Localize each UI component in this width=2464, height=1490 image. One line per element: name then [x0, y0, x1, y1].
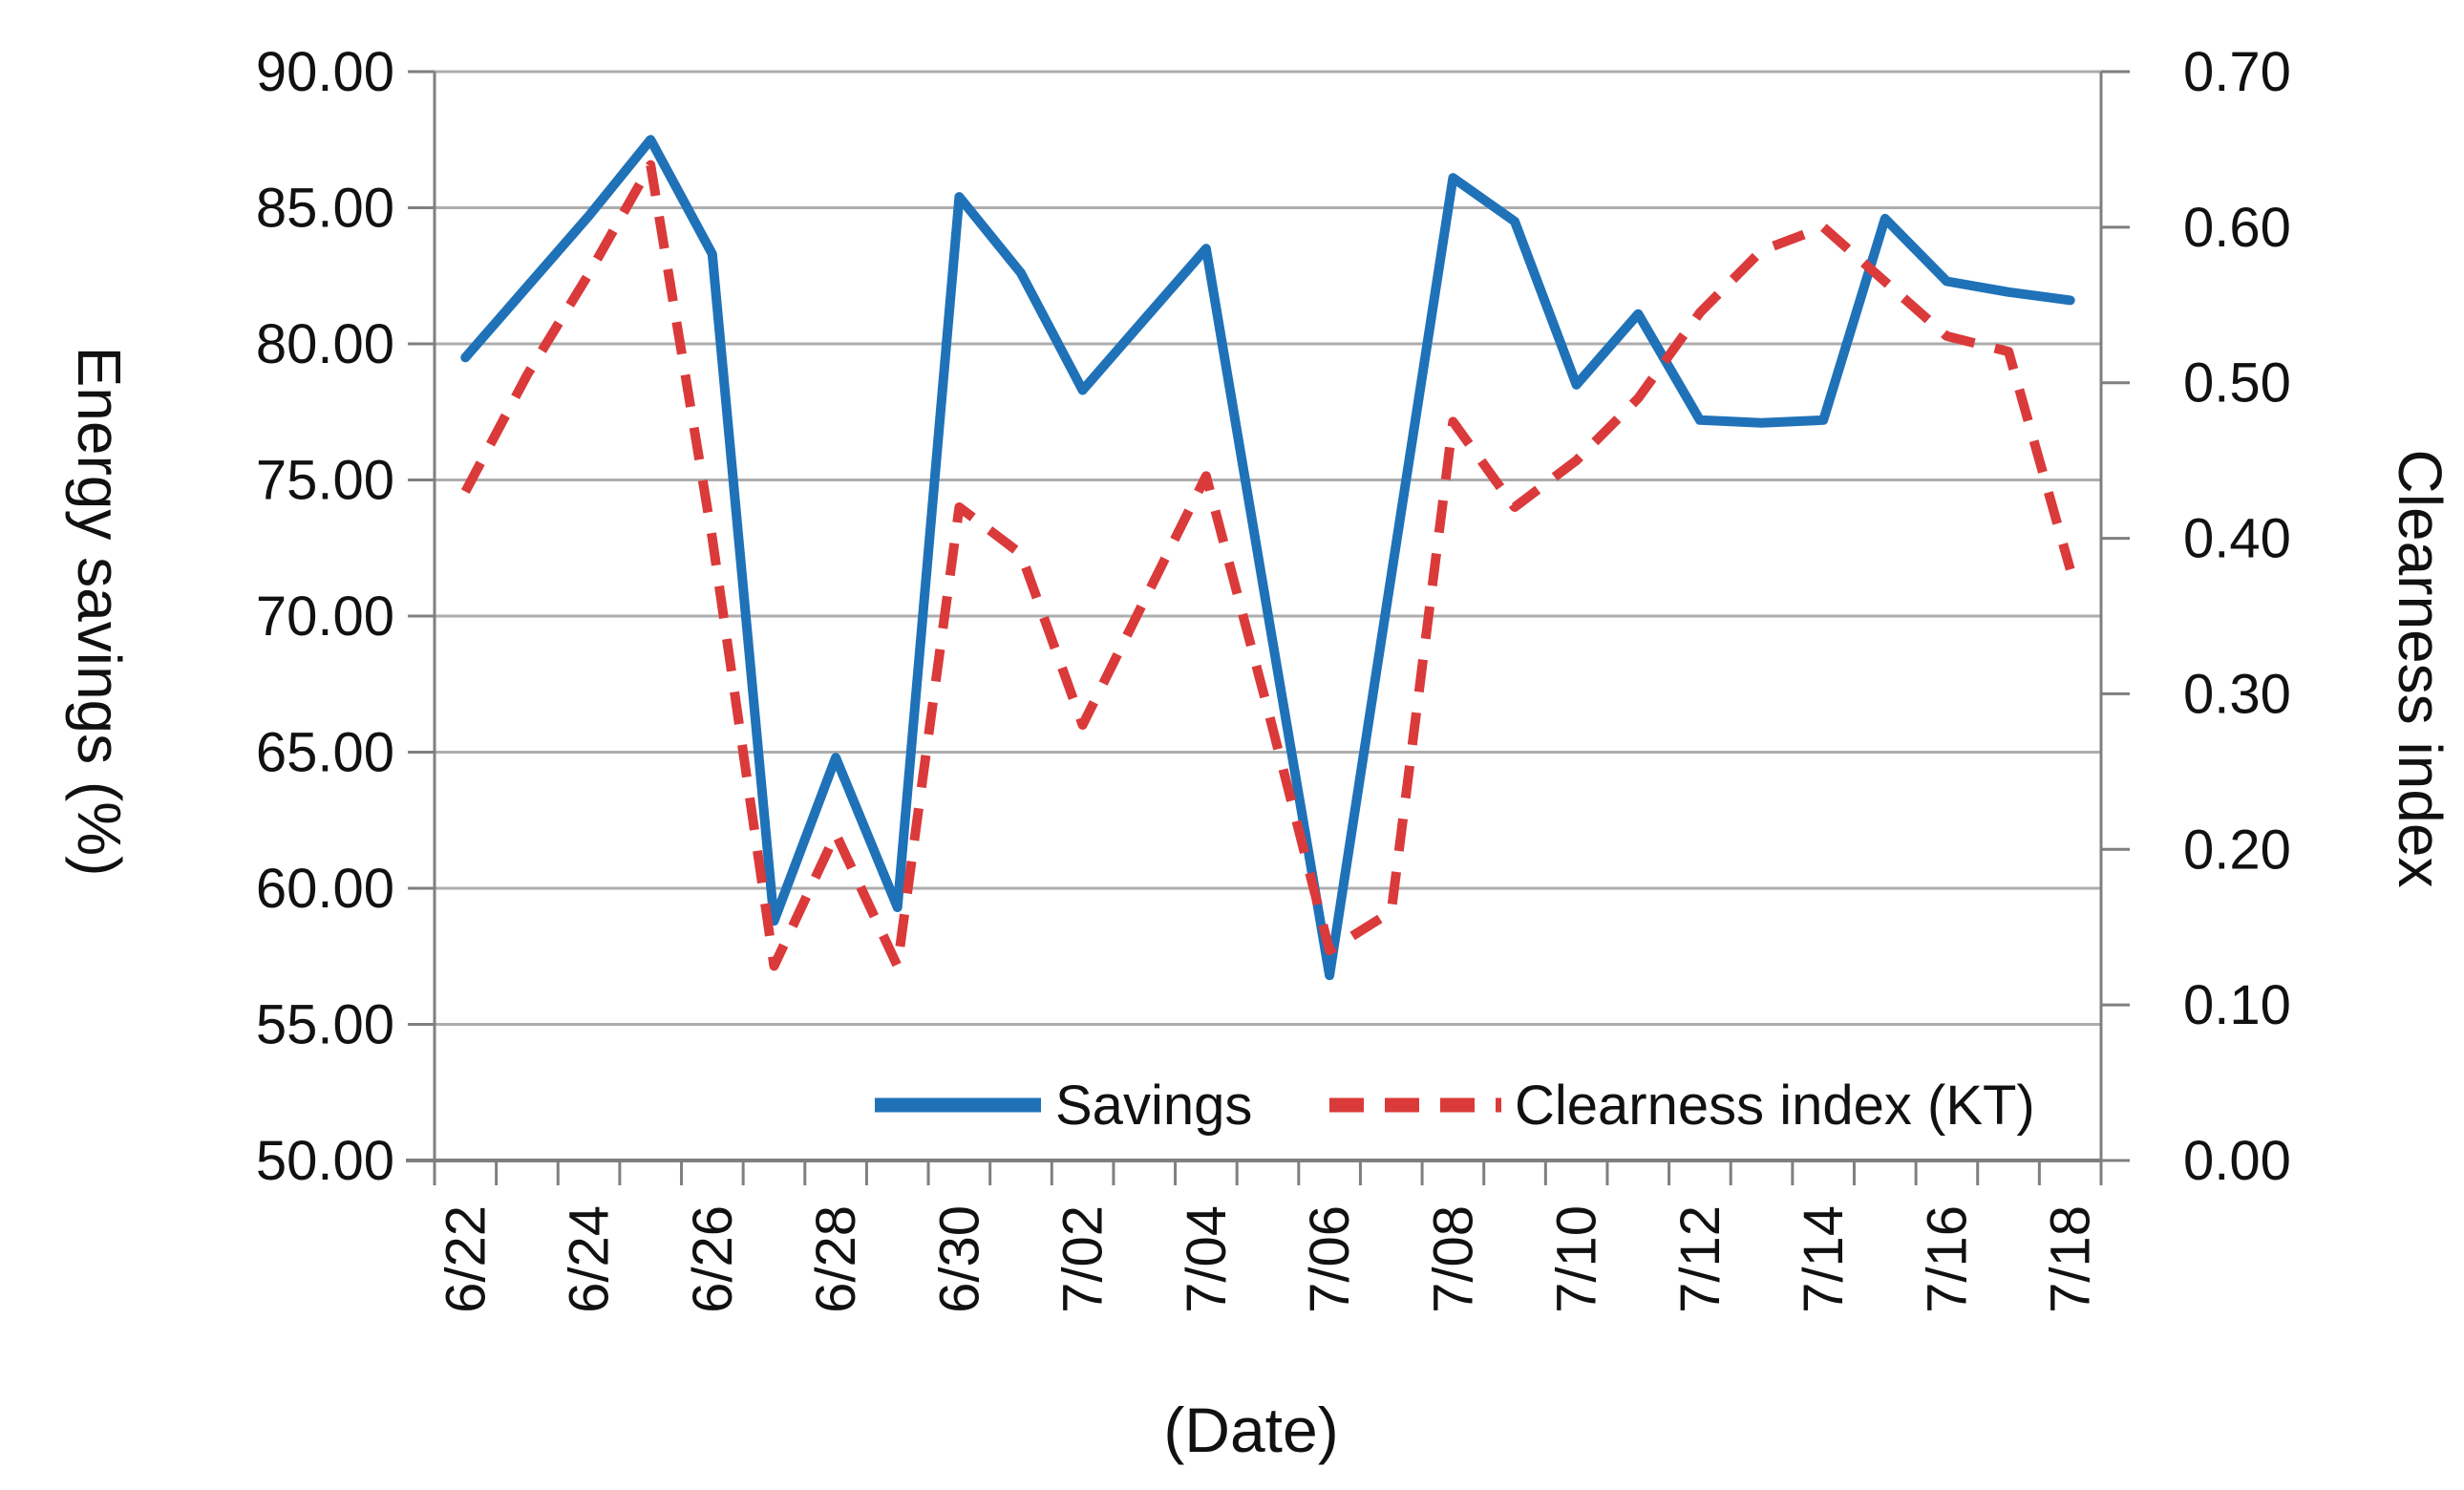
tick-labels-layer: 90.00 85.00 80.00 75.00 70.00 65.00 60.00 55.00…: [256, 41, 2291, 1313]
right-axis-tick-label: 0.40: [2183, 508, 2291, 570]
left-axis-title: Energy savings (%): [65, 347, 134, 877]
x-axis-tick-label: 6/30: [928, 1205, 990, 1313]
left-axis-tick-label: 70.00: [256, 585, 394, 648]
x-axis-tick-label: 6/22: [435, 1205, 497, 1313]
right-axis-title: Clearness index: [2386, 450, 2454, 888]
right-axis-tick-label: 0.30: [2183, 663, 2291, 725]
right-axis-tick-label: 0.50: [2183, 352, 2291, 415]
right-axis-tick-label: 0.60: [2183, 197, 2291, 259]
legend: Savings Clearness index (KT): [875, 1075, 2035, 1137]
x-axis-tick-label: 7/06: [1299, 1205, 1361, 1313]
right-axis-tick-label: 0.10: [2183, 974, 2291, 1036]
x-axis-tick-label: 7/12: [1669, 1205, 1731, 1313]
left-axis-tick-label: 65.00: [256, 722, 394, 784]
left-axis-tick-label: 55.00: [256, 994, 394, 1056]
x-axis-tick-label: 7/02: [1052, 1205, 1115, 1313]
x-axis-tick-label: 7/16: [1916, 1205, 1978, 1313]
legend-clearness-label: Clearness index (KT): [1515, 1075, 2035, 1137]
x-axis-tick-label: 7/04: [1176, 1205, 1238, 1313]
x-axis-tick-label: 6/28: [805, 1205, 867, 1313]
left-axis-tick-label: 60.00: [256, 858, 394, 920]
x-axis-title: (Date): [1163, 1394, 1338, 1465]
x-axis-tick-label: 7/18: [2040, 1205, 2102, 1313]
right-axis-tick-label: 0.20: [2183, 819, 2291, 881]
left-axis-tick-label: 80.00: [256, 313, 394, 375]
savings-series-line: [460, 135, 2075, 981]
x-axis-tick-label: 6/26: [682, 1205, 744, 1313]
x-axis-tick-label: 7/08: [1422, 1205, 1484, 1313]
x-axis-tick-label: 6/24: [559, 1205, 621, 1313]
x-axis-tick-label: 7/10: [1546, 1205, 1608, 1313]
series-layer: [460, 135, 2075, 981]
right-axis-tick-label: 0.70: [2183, 41, 2291, 103]
legend-savings-label: Savings: [1055, 1075, 1252, 1137]
clearness-index-series-line: [460, 160, 2075, 971]
left-axis-tick-label: 50.00: [256, 1130, 394, 1192]
right-axis-tick-label: 0.00: [2183, 1130, 2291, 1192]
left-axis-tick-label: 90.00: [256, 41, 394, 103]
axes-layer: [406, 70, 2130, 1185]
left-axis-tick-label: 75.00: [256, 450, 394, 512]
left-axis-tick-label: 85.00: [256, 178, 394, 240]
x-axis-tick-label: 7/14: [1793, 1205, 1855, 1313]
